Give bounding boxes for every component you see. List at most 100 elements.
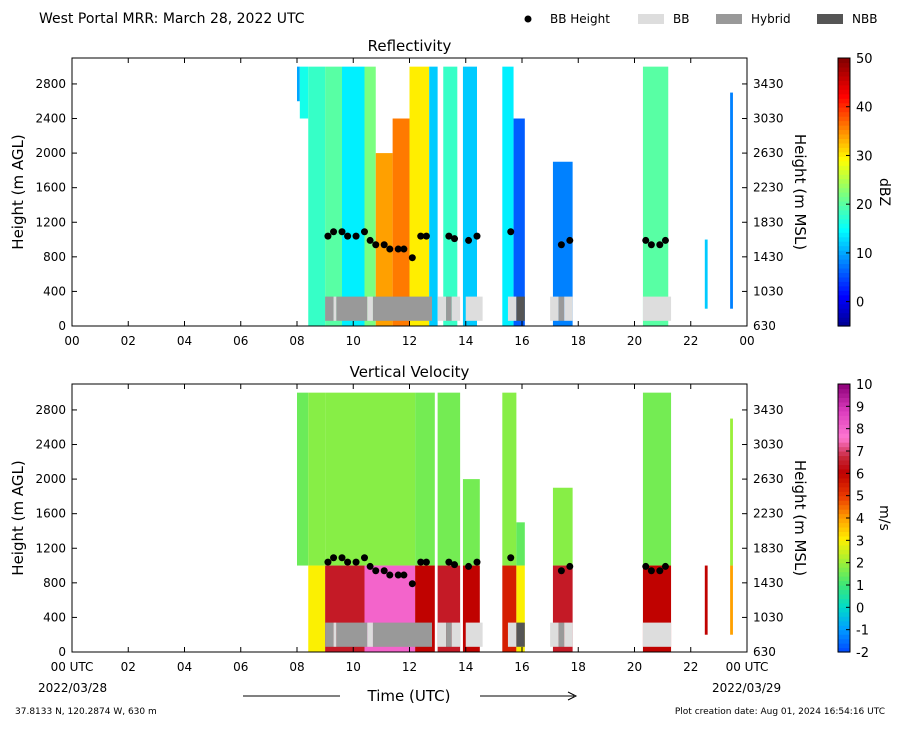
colorbar-label: dBZ [876,178,892,206]
echo-column [730,92,733,309]
colorbar-segment [838,71,850,77]
colorbar-segment [838,281,850,287]
colorbar-segment [838,299,850,305]
colorbar-tick-label: -2 [856,646,869,661]
y-right-tick-label: 2630 [753,472,784,486]
colorbar-segment [838,294,850,300]
colorbar-segment [838,84,850,90]
colorbar-tick-label: 7 [856,445,864,460]
colorbar-segment [838,433,850,439]
y-right-tick-label: 3030 [753,438,784,452]
colorbar-segment [838,540,850,546]
bb-type-segment [465,296,483,321]
bb-height-point [557,241,565,249]
bb-height-point [445,558,453,566]
colorbar-segment [838,75,850,81]
x-tick-label: 22 [683,660,698,674]
x-tick-label: 02 [121,660,136,674]
x-tick-label: 00 [64,334,79,348]
colorbar-segment [838,102,850,108]
colorbar-segment [838,236,850,242]
plot-creation-date: Plot creation date: Aug 01, 2024 16:54:1… [675,707,885,717]
x-tick-label: 04 [177,334,192,348]
echo-column-upper [308,392,326,566]
bb-type-segment [372,296,432,321]
y-tick-label: 2000 [35,146,66,160]
y-right-tick-label: 3030 [753,112,784,126]
echo-column [429,66,438,326]
bb-height-point [422,558,430,566]
echo-column [308,66,326,326]
bb-height-point [380,241,388,249]
bb-type-segment [558,622,565,647]
y-tick-label: 0 [58,319,66,333]
bb-height-point [352,232,360,240]
colorbar-segment [838,419,850,425]
y-right-axis-label: Height (m MSL) [791,134,809,250]
colorbar-segment [838,486,850,492]
colorbar-tick-label: 10 [856,247,873,262]
x-tick-label: 12 [402,334,417,348]
colorbar-segment [838,509,850,515]
bb-height-point [417,232,425,240]
bb-type-segment [550,622,559,647]
y-tick-label: 1600 [35,507,66,521]
colorbar-segment [838,62,850,68]
bb-type-segment [451,296,461,321]
legend-label: Hybrid [751,12,791,26]
colorbar-segment [838,571,850,577]
colorbar-segment [838,442,850,448]
x-tick-label: 10 [346,334,361,348]
y-tick-label: 1200 [35,541,66,555]
y-tick-label: 2000 [35,472,66,486]
colorbar-segment [838,116,850,122]
echo-column [342,66,365,326]
colorbar-segment [838,285,850,291]
x-tick-label: 04 [177,660,192,674]
bb-type-segment [516,296,525,321]
echo-column-upper [642,392,672,566]
echo-column-upper [437,392,461,566]
colorbar-segment [838,428,850,434]
bb-height-point [338,228,346,236]
bb-height-point [394,245,402,253]
x-tick-label: 14 [458,334,473,348]
bb-height-point [380,567,388,575]
bb-type-segment [325,622,334,647]
colorbar-tick-label: 40 [856,101,873,116]
x-tick-label: 18 [571,660,586,674]
colorbar-segment [838,80,850,86]
colorbar-segment [838,192,850,198]
colorbar-segment [838,245,850,251]
y-right-tick-label: 630 [753,319,776,333]
bb-height-point [408,254,416,262]
y-right-tick-label: 1430 [753,576,784,590]
colorbar-segment [838,410,850,416]
station-coordinates: 37.8133 N, 120.2874 W, 630 m [15,707,157,717]
bb-type-segment [564,296,573,321]
bb-height-point [366,562,374,570]
y-right-tick-label: 2230 [753,507,784,521]
colorbar-segment [838,312,850,318]
colorbar-tick-label: 1 [856,579,864,594]
echo-column-upper [364,392,416,566]
bb-height-point [451,561,458,569]
colorbar-segment [838,535,850,541]
bb-height-point [338,554,346,562]
colorbar-segment [838,437,850,443]
colorbar-segment [838,200,850,206]
colorbar-segment [838,125,850,131]
colorbar-segment [838,196,850,202]
colorbar-segment [838,580,850,586]
bb-height-point [661,236,669,244]
x-tick-label: 16 [514,334,529,348]
colorbar-segment [838,451,850,457]
colorbar-segment [838,147,850,153]
colorbar-segment [838,397,850,403]
colorbar-segment [838,272,850,278]
echo-column [642,66,669,326]
y-axis-label: Height (m AGL) [9,460,27,575]
figure-legend: BB Height BB Hybrid NBB [524,12,877,26]
colorbar-segment [838,616,850,622]
